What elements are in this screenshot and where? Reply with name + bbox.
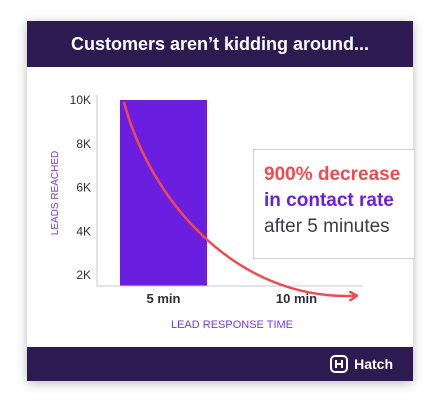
bar-chart: 2K 4K 6K 8K 10K 5 min 10 min LEADS REACHED LE… (50, 93, 363, 331)
y-tick-label: 4K (76, 224, 91, 238)
hatch-logo-icon (330, 355, 349, 373)
y-tick-label: 2K (76, 268, 91, 282)
x-axis-label: LEAD RESPONSE TIME (171, 319, 293, 331)
y-tick-label: 6K (76, 181, 91, 195)
x-axis-categories: 5 min 10 min (147, 291, 318, 306)
callout-box: 900% decrease in contact rate after 5 mi… (253, 149, 415, 259)
infographic-card: Customers aren’t kidding around... 2K 4K 6… (27, 21, 415, 381)
y-axis-label: LEADS REACHED (50, 151, 61, 235)
brand-logo: Hatch (330, 354, 393, 374)
callout-line-3: after 5 minutes (264, 216, 390, 237)
x-category-label: 10 min (276, 291, 317, 306)
page-title: Customers aren’t kidding around... (70, 33, 370, 54)
callout-line-2: in contact rate (264, 190, 394, 211)
decay-arrow (122, 101, 355, 296)
y-tick-label: 8K (76, 137, 91, 151)
x-category-label: 5 min (147, 291, 181, 306)
callout-line-1: 900% decrease (264, 164, 401, 185)
header-banner: Customers aren’t kidding around... (27, 21, 413, 67)
footer-bar: Hatch (27, 347, 413, 381)
y-axis-ticks: 2K 4K 6K 8K 10K (70, 93, 91, 282)
brand-name: Hatch (354, 356, 393, 372)
y-tick-label: 10K (70, 93, 91, 107)
